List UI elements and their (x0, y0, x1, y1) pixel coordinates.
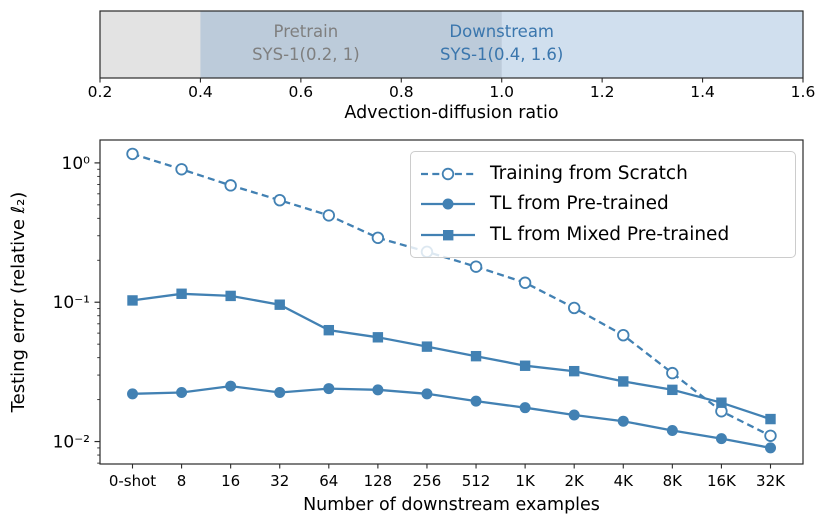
marker-square (372, 332, 384, 343)
x-tick-label: 0.2 (88, 83, 113, 101)
legend-sample-dashed-open-circle (421, 167, 475, 181)
marker-square (274, 299, 285, 310)
x-tick-label: 1K (515, 472, 536, 490)
x-tick-label: 0.8 (389, 83, 414, 101)
x-tick-label: 4K (614, 472, 635, 490)
marker-square (618, 376, 629, 387)
marker-circle-open (224, 179, 237, 192)
marker-circle (470, 395, 482, 407)
marker-square (765, 413, 776, 425)
marker-circle-open (273, 193, 286, 207)
x-tick-label: 1.4 (690, 83, 715, 101)
marker-circle (666, 425, 678, 437)
pretrain-span (100, 11, 502, 78)
x-tick-label: 0.6 (289, 83, 314, 101)
marker-square (421, 341, 433, 352)
x-tick-label: 2K (564, 472, 585, 490)
legend-item-tl-from-mixed-pretrained: TL from Mixed Pre-trained (419, 220, 785, 250)
series-line-square (132, 292, 771, 421)
marker-circle (323, 383, 335, 395)
marker-square (519, 360, 531, 371)
y-tick-label: 10⁰ (62, 154, 91, 174)
marker-circle (274, 386, 286, 398)
x-tick-label: 32K (756, 472, 786, 490)
marker-circle (372, 384, 384, 396)
x-tick-label: 16K (707, 472, 737, 490)
pretrain-span-sublabel: SYS-1(0.2, 1) (252, 45, 360, 64)
plot-frame (99, 139, 804, 465)
marker-circle (176, 386, 188, 398)
x-tick-label: 0.4 (188, 83, 213, 101)
span-panel-frame (99, 10, 804, 79)
x-tick-label: 1.2 (590, 83, 615, 101)
marker-circle-open (322, 209, 336, 222)
marker-square (323, 324, 335, 336)
x-tick-label: 1.0 (489, 83, 514, 101)
x-tick-label: 256 (413, 472, 442, 490)
marker-circle-open (518, 276, 532, 289)
legend-label: TL from Pre-trained (490, 193, 669, 215)
marker-circle (225, 380, 237, 392)
legend-label: TL from Mixed Pre-trained (490, 223, 730, 245)
y-axis-title: Testing error (relative ℓ₂) (8, 192, 29, 414)
span-panel: 0.2 0.4 0.6 0.8 1.0 1.2 1.4 1.6 Advection-diffus… (88, 10, 816, 123)
downstream-span-label: Downstream (449, 22, 554, 41)
marker-circle-open (371, 231, 385, 244)
x-tick-label: 32 (270, 472, 289, 490)
x-tick-label: 512 (462, 472, 491, 490)
marker-circle (617, 415, 629, 427)
series-line-circle (132, 384, 771, 450)
marker-circle (568, 409, 580, 421)
marker-circle-open (764, 429, 777, 442)
y-tick-label: 10⁻² (53, 433, 90, 453)
legend-label: Training from Scratch (490, 162, 688, 184)
marker-circle-open (567, 301, 581, 315)
x-tick-label: 8K (663, 472, 684, 490)
legend-sample-solid-square (421, 229, 475, 241)
x-tick-label: 0-shot (109, 472, 156, 490)
x-tick-label: 16 (221, 472, 240, 490)
downstream-span (200, 11, 803, 78)
x-tick-label: 64 (319, 472, 338, 490)
downstream-span-sublabel: SYS-1(0.4, 1.6) (440, 45, 563, 64)
legend-sample-solid-circle (421, 198, 475, 210)
marker-square (127, 295, 138, 306)
marker-circle-open (617, 328, 630, 342)
legend-marker-circle-open (441, 167, 455, 181)
marker-square (470, 350, 482, 362)
marker-square (176, 288, 187, 299)
series-line-circle-open (132, 152, 772, 437)
marker-circle (519, 402, 531, 414)
x-axis-title: Number of downstream examples (303, 495, 600, 515)
marker-circle (421, 388, 433, 400)
legend-marker-square (443, 229, 454, 241)
marker-square (225, 290, 236, 302)
x-tick-label: 128 (364, 472, 393, 490)
marker-circle-open (469, 260, 483, 273)
x-axis-title: Advection-diffusion ratio (344, 103, 558, 123)
x-tick-label: 8 (177, 472, 187, 490)
legend-item-training-from-scratch: Training from Scratch (419, 159, 785, 189)
marker-circle (127, 388, 138, 400)
marker-circle (715, 433, 727, 445)
marker-circle-open (175, 163, 188, 176)
marker-square (568, 365, 580, 377)
marker-square (667, 384, 678, 396)
legend-item-tl-from-pretrained: TL from Pre-trained (419, 189, 785, 219)
x-tick-label: 1.6 (791, 83, 816, 101)
marker-circle (765, 442, 776, 454)
marker-circle-open (666, 366, 679, 380)
line-chart-panel: 10⁰ 10⁻¹ 10⁻² 0-shot 8 16 32 64 128 256 512 1K 2K 4K 8… (8, 139, 804, 515)
pretrain-span-label: Pretrain (274, 22, 339, 41)
legend-marker-circle (442, 198, 454, 210)
marker-circle-open (126, 147, 139, 161)
y-tick-label: 10⁻¹ (53, 293, 90, 313)
legend: Training from Scratch TL from Pre-traine… (410, 151, 796, 258)
marker-square (716, 397, 727, 408)
